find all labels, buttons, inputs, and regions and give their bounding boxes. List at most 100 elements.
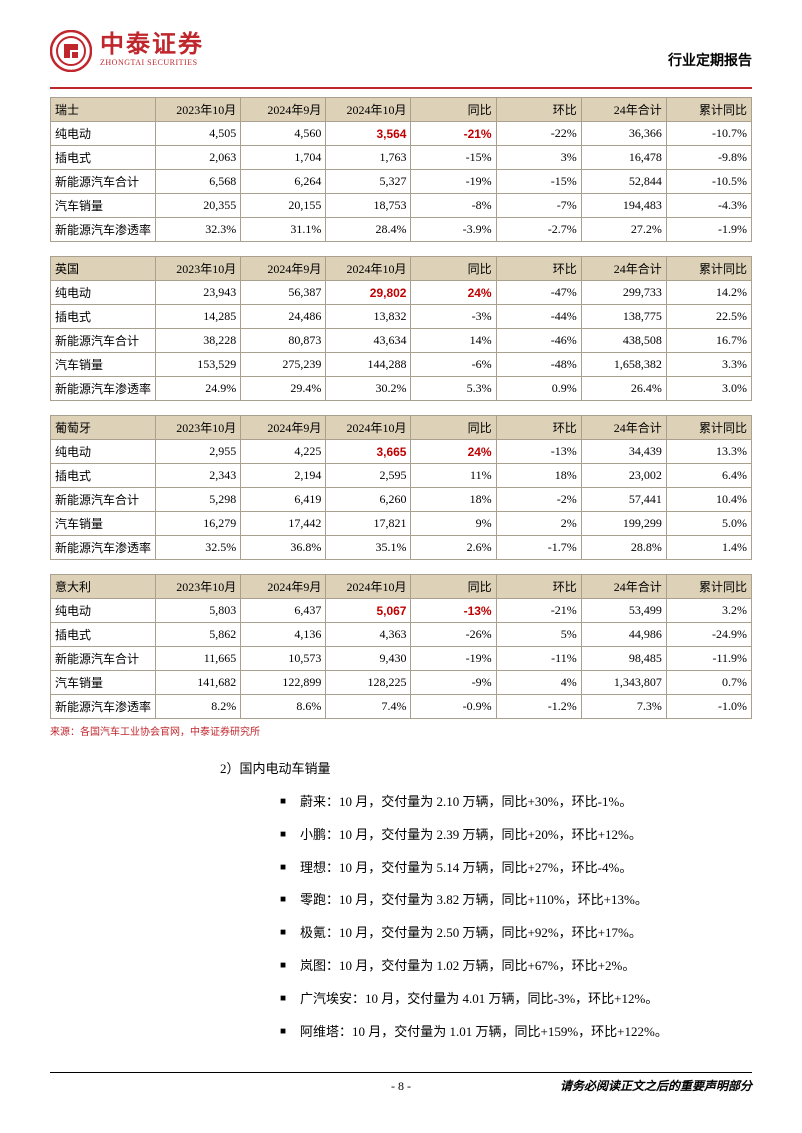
logo-text-en: ZHONGTAI SECURITIES [100,57,204,68]
data-cell: -2.7% [496,218,581,242]
data-table: 英国2023年10月2024年9月2024年10月同比环比24年合计累计同比纯电… [50,256,752,401]
row-label: 新能源汽车渗透率 [51,536,156,560]
column-header: 同比 [411,98,496,122]
data-cell: 2,194 [241,464,326,488]
data-cell: 11,665 [156,647,241,671]
data-cell: 18,753 [326,194,411,218]
data-cell: 10,573 [241,647,326,671]
table-row: 纯电动23,94356,38729,80224%-47%299,73314.2% [51,281,752,305]
data-cell: 26.4% [581,377,666,401]
data-cell: -13% [496,440,581,464]
data-cell: 5.0% [666,512,751,536]
column-header: 累计同比 [666,257,751,281]
data-cell: -44% [496,305,581,329]
data-cell: 199,299 [581,512,666,536]
data-cell: 299,733 [581,281,666,305]
data-cell: 153,529 [156,353,241,377]
data-cell: 2% [496,512,581,536]
bullet-list: 蔚来：10 月，交付量为 2.10 万辆，同比+30%，环比-1%。小鹏：10 … [280,792,752,1042]
table-row: 插电式2,3432,1942,59511%18%23,0026.4% [51,464,752,488]
column-header: 环比 [496,98,581,122]
data-cell: 36,366 [581,122,666,146]
data-cell: 17,442 [241,512,326,536]
list-item: 广汽埃安：10 月，交付量为 4.01 万辆，同比-3%，环比+12%。 [280,989,752,1010]
data-cell: -3.9% [411,218,496,242]
list-item: 小鹏：10 月，交付量为 2.39 万辆，同比+20%，环比+12%。 [280,825,752,846]
data-cell: 16,279 [156,512,241,536]
data-cell: 34,439 [581,440,666,464]
data-cell: 6,437 [241,599,326,623]
country-header: 葡萄牙 [51,416,156,440]
data-cell: 4,505 [156,122,241,146]
data-cell: -10.7% [666,122,751,146]
data-cell: 194,483 [581,194,666,218]
data-cell: 1.4% [666,536,751,560]
table-row: 插电式5,8624,1364,363-26%5%44,986-24.9% [51,623,752,647]
data-cell: 1,658,382 [581,353,666,377]
data-cell: 138,775 [581,305,666,329]
data-cell: 3.3% [666,353,751,377]
data-cell: 23,943 [156,281,241,305]
data-cell: -48% [496,353,581,377]
data-table: 瑞士2023年10月2024年9月2024年10月同比环比24年合计累计同比纯电… [50,97,752,242]
list-item: 蔚来：10 月，交付量为 2.10 万辆，同比+30%，环比-1%。 [280,792,752,813]
column-header: 2023年10月 [156,416,241,440]
column-header: 累计同比 [666,575,751,599]
data-cell: 4,225 [241,440,326,464]
data-cell: 14% [411,329,496,353]
data-cell: -21% [411,122,496,146]
data-cell: 18% [411,488,496,512]
data-cell: 16,478 [581,146,666,170]
table-row: 新能源汽车合计5,2986,4196,26018%-2%57,44110.4% [51,488,752,512]
table-row: 汽车销量20,35520,15518,753-8%-7%194,483-4.3% [51,194,752,218]
report-type: 行业定期报告 [668,50,752,70]
logo-block: 中泰证券 ZHONGTAI SECURITIES [50,30,204,72]
column-header: 同比 [411,257,496,281]
data-cell: 4,136 [241,623,326,647]
data-cell: 31.1% [241,218,326,242]
data-cell: 14,285 [156,305,241,329]
data-cell: -26% [411,623,496,647]
table-row: 汽车销量16,27917,44217,8219%2%199,2995.0% [51,512,752,536]
table-row: 新能源汽车渗透率32.3%31.1%28.4%-3.9%-2.7%27.2%-1… [51,218,752,242]
data-cell: -9.8% [666,146,751,170]
row-label: 汽车销量 [51,671,156,695]
column-header: 2023年10月 [156,257,241,281]
data-cell: 32.5% [156,536,241,560]
data-cell: 22.5% [666,305,751,329]
column-header: 2024年10月 [326,575,411,599]
column-header: 24年合计 [581,257,666,281]
table-row: 新能源汽车渗透率32.5%36.8%35.1%2.6%-1.7%28.8%1.4… [51,536,752,560]
data-cell: 6.4% [666,464,751,488]
column-header: 累计同比 [666,416,751,440]
data-cell: -22% [496,122,581,146]
data-cell: 144,288 [326,353,411,377]
row-label: 新能源汽车合计 [51,647,156,671]
data-cell: 1,704 [241,146,326,170]
data-cell: 2,063 [156,146,241,170]
row-label: 纯电动 [51,599,156,623]
data-cell: 29,802 [326,281,411,305]
data-cell: -10.5% [666,170,751,194]
row-label: 新能源汽车合计 [51,329,156,353]
data-cell: 6,419 [241,488,326,512]
data-cell: 5,803 [156,599,241,623]
data-cell: 141,682 [156,671,241,695]
row-label: 新能源汽车合计 [51,488,156,512]
row-label: 新能源汽车渗透率 [51,377,156,401]
data-cell: 4,363 [326,623,411,647]
column-header: 环比 [496,257,581,281]
row-label: 新能源汽车合计 [51,170,156,194]
data-cell: -3% [411,305,496,329]
data-cell: 28.4% [326,218,411,242]
data-cell: 44,986 [581,623,666,647]
company-logo-icon [50,30,92,72]
data-cell: -46% [496,329,581,353]
data-cell: 2,595 [326,464,411,488]
data-table: 意大利2023年10月2024年9月2024年10月同比环比24年合计累计同比纯… [50,574,752,719]
data-cell: -1.2% [496,695,581,719]
data-cell: -21% [496,599,581,623]
data-cell: 23,002 [581,464,666,488]
data-cell: 35.1% [326,536,411,560]
data-cell: 128,225 [326,671,411,695]
